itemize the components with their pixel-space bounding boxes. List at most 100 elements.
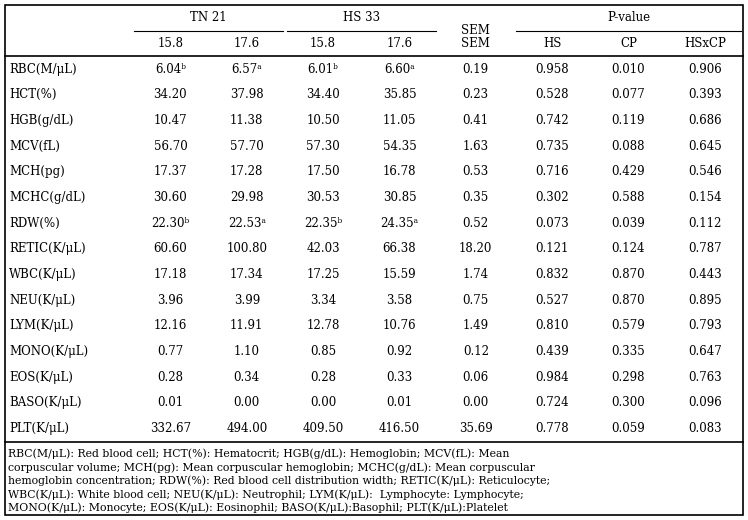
Text: 66.38: 66.38	[383, 242, 416, 255]
Text: SEM: SEM	[462, 37, 490, 50]
Text: 57.30: 57.30	[306, 140, 340, 153]
Text: 0.77: 0.77	[157, 345, 183, 358]
Text: 17.50: 17.50	[306, 165, 340, 178]
Text: 0.35: 0.35	[463, 191, 489, 204]
Text: 34.20: 34.20	[153, 88, 187, 101]
Text: EOS(K/μL): EOS(K/μL)	[9, 371, 73, 384]
Text: RETIC(K/μL): RETIC(K/μL)	[9, 242, 85, 255]
Text: 0.00: 0.00	[463, 396, 489, 409]
Text: 6.57ᵃ: 6.57ᵃ	[231, 63, 262, 76]
Text: 22.35ᵇ: 22.35ᵇ	[304, 217, 343, 230]
Text: CP: CP	[620, 37, 637, 50]
Text: LYM(K/μL): LYM(K/μL)	[9, 319, 73, 332]
Text: 0.01: 0.01	[387, 396, 412, 409]
Text: 1.63: 1.63	[463, 140, 489, 153]
Text: 0.787: 0.787	[688, 242, 722, 255]
Text: 416.50: 416.50	[379, 422, 420, 435]
Text: 0.686: 0.686	[688, 114, 722, 127]
Text: 24.35ᵃ: 24.35ᵃ	[381, 217, 419, 230]
Text: 0.059: 0.059	[612, 422, 646, 435]
Text: 0.832: 0.832	[536, 268, 569, 281]
Text: 0.28: 0.28	[310, 371, 336, 384]
Text: 22.30ᵇ: 22.30ᵇ	[151, 217, 189, 230]
Text: 17.34: 17.34	[230, 268, 263, 281]
Text: 17.18: 17.18	[154, 268, 187, 281]
Text: 0.742: 0.742	[536, 114, 569, 127]
Text: 0.112: 0.112	[688, 217, 722, 230]
Text: 494.00: 494.00	[226, 422, 267, 435]
Text: RDW(%): RDW(%)	[9, 217, 60, 230]
Text: 0.793: 0.793	[688, 319, 722, 332]
Text: 0.443: 0.443	[688, 268, 722, 281]
Text: 17.37: 17.37	[153, 165, 187, 178]
Text: 0.75: 0.75	[463, 294, 489, 307]
Text: 0.077: 0.077	[612, 88, 646, 101]
Text: 0.00: 0.00	[310, 396, 337, 409]
Text: 0.393: 0.393	[688, 88, 722, 101]
Text: 0.85: 0.85	[310, 345, 336, 358]
Text: 0.23: 0.23	[463, 88, 489, 101]
Text: 29.98: 29.98	[230, 191, 263, 204]
Text: 11.38: 11.38	[230, 114, 263, 127]
Text: 0.984: 0.984	[536, 371, 569, 384]
Text: 0.34: 0.34	[233, 371, 260, 384]
Text: P-value: P-value	[607, 11, 650, 24]
Text: 0.53: 0.53	[463, 165, 489, 178]
Text: 332.67: 332.67	[150, 422, 191, 435]
Text: 6.60ᵃ: 6.60ᵃ	[384, 63, 415, 76]
Text: 15.59: 15.59	[383, 268, 416, 281]
Text: 6.04ᵇ: 6.04ᵇ	[155, 63, 186, 76]
Text: 0.088: 0.088	[612, 140, 646, 153]
Text: 10.47: 10.47	[153, 114, 187, 127]
Text: 17.28: 17.28	[230, 165, 263, 178]
Text: 0.579: 0.579	[612, 319, 646, 332]
Text: 12.78: 12.78	[307, 319, 340, 332]
Text: 1.74: 1.74	[463, 268, 489, 281]
Text: 0.870: 0.870	[612, 268, 646, 281]
Text: 0.527: 0.527	[536, 294, 569, 307]
Text: HS 33: HS 33	[343, 11, 380, 24]
Text: 0.06: 0.06	[463, 371, 489, 384]
Text: 0.810: 0.810	[536, 319, 569, 332]
Text: 12.16: 12.16	[154, 319, 187, 332]
Text: 10.76: 10.76	[383, 319, 416, 332]
Text: 0.906: 0.906	[688, 63, 722, 76]
Text: 60.60: 60.60	[153, 242, 187, 255]
Text: RBC(M/μL): RBC(M/μL)	[9, 63, 76, 76]
Text: 15.8: 15.8	[157, 37, 183, 50]
Text: 3.96: 3.96	[157, 294, 183, 307]
Text: 0.588: 0.588	[612, 191, 646, 204]
Text: 0.302: 0.302	[536, 191, 569, 204]
Text: 0.52: 0.52	[463, 217, 489, 230]
Text: 409.50: 409.50	[302, 422, 344, 435]
Text: 0.124: 0.124	[612, 242, 646, 255]
Text: TN 21: TN 21	[190, 11, 227, 24]
Text: 0.763: 0.763	[688, 371, 722, 384]
Text: 0.298: 0.298	[612, 371, 646, 384]
Text: 0.724: 0.724	[536, 396, 569, 409]
Text: 6.01ᵇ: 6.01ᵇ	[307, 63, 339, 76]
Text: 0.895: 0.895	[688, 294, 722, 307]
Text: PLT(K/μL): PLT(K/μL)	[9, 422, 69, 435]
Text: HGB(g/dL): HGB(g/dL)	[9, 114, 73, 127]
Text: MCHC(g/dL): MCHC(g/dL)	[9, 191, 85, 204]
Text: 0.647: 0.647	[688, 345, 722, 358]
Text: 0.335: 0.335	[612, 345, 646, 358]
Text: 30.53: 30.53	[306, 191, 340, 204]
Text: 10.50: 10.50	[306, 114, 340, 127]
Text: 0.096: 0.096	[688, 396, 722, 409]
Text: WBC(K/μL): White blood cell; NEU(K/μL): Neutrophil; LYM(K/μL):  Lymphocyte: Lymp: WBC(K/μL): White blood cell; NEU(K/μL): …	[8, 489, 524, 500]
Text: 0.778: 0.778	[536, 422, 569, 435]
Text: 37.98: 37.98	[230, 88, 263, 101]
Text: 0.039: 0.039	[612, 217, 646, 230]
Text: 1.49: 1.49	[463, 319, 489, 332]
Text: 0.01: 0.01	[157, 396, 183, 409]
Text: 0.28: 0.28	[157, 371, 183, 384]
Text: 0.92: 0.92	[387, 345, 412, 358]
Text: 22.53ᵃ: 22.53ᵃ	[227, 217, 266, 230]
Text: corpuscular volume; MCH(pg): Mean corpuscular hemoglobin; MCHC(g/dL): Mean corpu: corpuscular volume; MCH(pg): Mean corpus…	[8, 462, 535, 473]
Text: 0.12: 0.12	[463, 345, 488, 358]
Text: 0.154: 0.154	[688, 191, 722, 204]
Text: MCH(pg): MCH(pg)	[9, 165, 65, 178]
Text: 0.41: 0.41	[463, 114, 489, 127]
